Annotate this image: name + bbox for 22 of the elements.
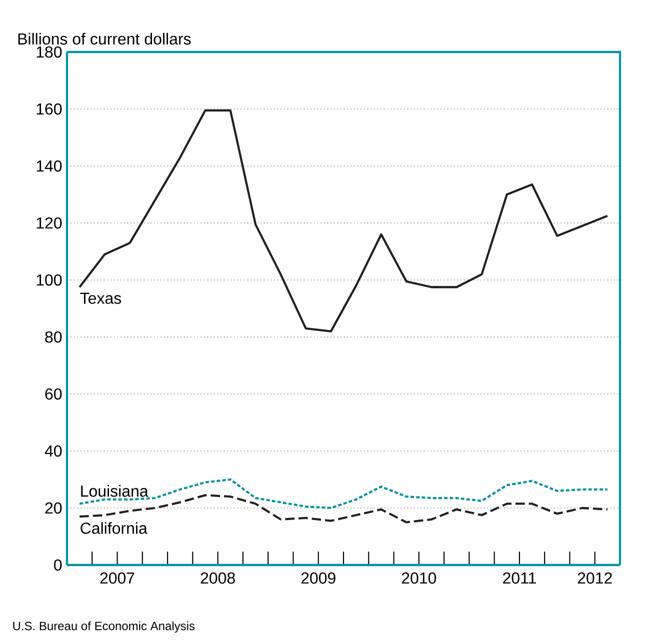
series-label: California — [80, 522, 148, 534]
series-label: Texas — [80, 292, 122, 304]
x-tick-label: 2009 — [301, 572, 336, 584]
x-tick-label: 2010 — [402, 572, 436, 584]
x-tick-label: 2008 — [200, 572, 235, 584]
x-tick-label: 2007 — [100, 572, 134, 584]
y-tick-label: 60 — [45, 388, 62, 400]
y-axis-title: Billions of current dollars — [18, 32, 191, 45]
y-tick-label: 80 — [45, 331, 62, 343]
y-tick-label: 160 — [36, 103, 62, 115]
line-series — [78, 109, 609, 332]
y-tick-label: 120 — [36, 217, 62, 229]
x-tick-label: 2012 — [578, 572, 612, 584]
y-tick-label: 140 — [36, 160, 62, 172]
y-tick-label: 180 — [36, 46, 62, 58]
y-tick-label: 20 — [45, 502, 62, 514]
y-tick-label: 100 — [36, 274, 62, 286]
x-tick-label: 2011 — [503, 572, 536, 584]
y-tick-label: 40 — [44, 445, 62, 457]
text: U.S. Bureau of Economic Analysis — [13, 621, 195, 633]
y-tick-label: 0 — [54, 559, 62, 571]
series-label: Louisiana — [81, 485, 148, 497]
